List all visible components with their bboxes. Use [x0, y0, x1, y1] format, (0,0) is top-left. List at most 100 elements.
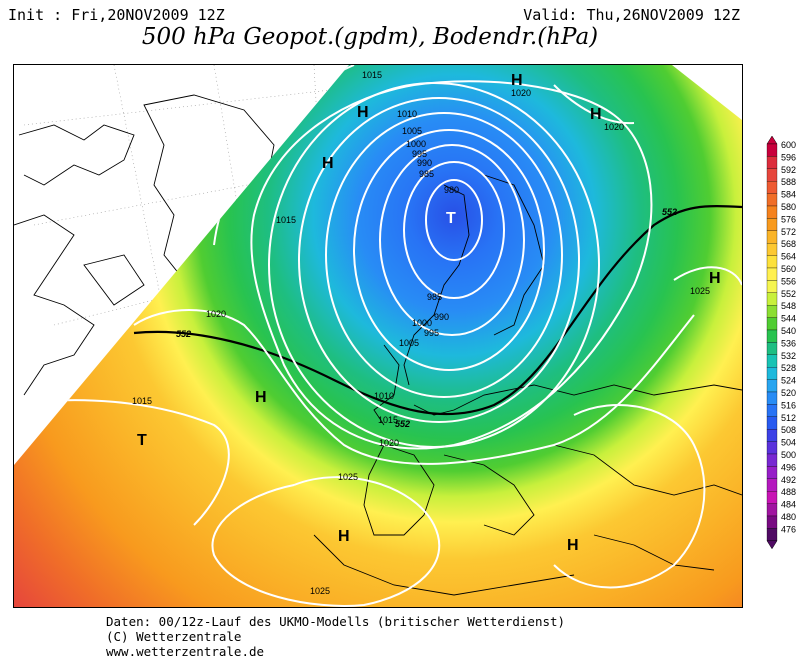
- legend-swatch: [766, 391, 778, 405]
- legend-swatch: [766, 205, 778, 219]
- high-symbol: H: [511, 72, 523, 89]
- pressure-label: 1005: [399, 338, 419, 348]
- legend-label: 524: [781, 376, 796, 386]
- pressure-label: 1000: [406, 139, 426, 149]
- pressure-labels: 1015 1020 1020 1010 1005 1000 995 990 98…: [132, 70, 710, 596]
- legend-label: 596: [781, 152, 796, 162]
- legend-label: 516: [781, 400, 796, 410]
- pressure-label: 985: [427, 292, 442, 302]
- legend-swatch: [766, 317, 778, 331]
- high-symbol: H: [357, 104, 369, 121]
- legend-label: 544: [781, 314, 796, 324]
- legend-swatch: [766, 491, 778, 504]
- legend-label: 488: [781, 487, 796, 497]
- legend-label: 564: [781, 252, 796, 262]
- pressure-label: 1020: [511, 88, 531, 98]
- legend-swatch: [766, 441, 778, 455]
- legend-swatch: [766, 255, 778, 269]
- legend-swatch: [766, 429, 778, 442]
- legend-swatch: [766, 342, 778, 355]
- pressure-label: 1000: [412, 318, 432, 328]
- init-time: Init : Fri,20NOV2009 12Z: [8, 6, 225, 24]
- legend-swatch: [766, 305, 778, 318]
- legend-label: 580: [781, 202, 796, 212]
- geopot-label: 552: [176, 329, 191, 339]
- legend-swatch: [766, 367, 778, 380]
- legend-cap-top: [766, 135, 778, 145]
- pressure-label: 1015: [378, 415, 398, 425]
- low-symbol: T: [446, 210, 456, 227]
- legend-swatch: [766, 354, 778, 368]
- legend-swatch: [766, 503, 778, 517]
- geopot-label: 552: [662, 207, 677, 217]
- pressure-label: 1020: [379, 438, 399, 448]
- footer-data-source: Daten: 00/12z-Lauf des UKMO-Modells (bri…: [106, 614, 566, 629]
- footer-url[interactable]: www.wetterzentrale.de: [106, 644, 265, 659]
- pressure-label: 995: [424, 328, 439, 338]
- valid-time: Valid: Thu,26NOV2009 12Z: [523, 6, 740, 24]
- legend-label: 532: [781, 351, 796, 361]
- legend-label: 512: [781, 413, 796, 423]
- pressure-label: 1015: [276, 215, 296, 225]
- legend-swatch: [766, 218, 778, 231]
- legend-swatch: [766, 280, 778, 293]
- geopot-labels: 552 552 552: [176, 207, 677, 429]
- legend-label: 520: [781, 388, 796, 398]
- high-symbol: H: [709, 270, 721, 287]
- legend-label: 496: [781, 462, 796, 472]
- legend-label: 560: [781, 264, 796, 274]
- legend-swatch: [766, 181, 778, 194]
- footer-credits: Daten: 00/12z-Lauf des UKMO-Modells (bri…: [106, 614, 565, 659]
- chart-title: 500 hPa Geopot.(gpdm), Bodendr.(hPa): [141, 24, 599, 50]
- legend-label: 528: [781, 363, 796, 373]
- geopot-label: 552: [395, 419, 410, 429]
- pressure-label: 1010: [397, 109, 417, 119]
- legend-label: 508: [781, 425, 796, 435]
- legend-swatch: [766, 466, 778, 479]
- legend-swatch: [766, 292, 778, 306]
- high-symbol: H: [322, 155, 334, 172]
- legend-swatch: [766, 515, 778, 529]
- legend-label: 592: [781, 165, 796, 175]
- legend-label: 600: [781, 140, 796, 150]
- legend-swatch: [766, 168, 778, 182]
- pressure-label: 1025: [338, 472, 358, 482]
- pressure-label: 1005: [402, 126, 422, 136]
- pressure-centers: H H H H H H H H T T: [137, 72, 721, 554]
- legend-swatch: [766, 416, 778, 430]
- legend-swatch: [766, 329, 778, 343]
- pressure-label: 990: [434, 312, 449, 322]
- legend-label: 500: [781, 450, 796, 460]
- legend-swatch: [766, 156, 778, 169]
- high-symbol: H: [255, 389, 267, 406]
- isohypse-552: [133, 205, 742, 416]
- legend-swatch: [766, 478, 778, 492]
- legend-swatch: [766, 528, 778, 541]
- legend-swatch: [766, 453, 778, 467]
- legend-label: 492: [781, 475, 796, 485]
- legend-label: 552: [781, 289, 796, 299]
- legend-swatch: [766, 143, 778, 157]
- pressure-label: 1025: [690, 286, 710, 296]
- pressure-label: 1020: [604, 122, 624, 132]
- color-legend: 600 596 592 588 584 580 576 572 568 564 560 556 552 5…: [766, 135, 796, 550]
- legend-label: 548: [781, 301, 796, 311]
- pressure-label: 980: [444, 185, 459, 195]
- legend-label: 572: [781, 227, 796, 237]
- legend-label: 568: [781, 239, 796, 249]
- legend-swatch: [766, 230, 778, 244]
- legend-label: 576: [781, 214, 796, 224]
- high-symbol: H: [338, 528, 350, 545]
- low-symbol: T: [137, 432, 147, 449]
- legend-label: 540: [781, 326, 796, 336]
- pressure-label: 1015: [362, 70, 382, 80]
- isobars: [14, 65, 742, 607]
- pressure-label: 1015: [132, 396, 152, 406]
- legend-label: 480: [781, 512, 796, 522]
- pressure-label: 995: [412, 149, 427, 159]
- high-symbol: H: [567, 537, 579, 554]
- legend-label: 476: [781, 524, 796, 534]
- legend-label: 588: [781, 177, 796, 187]
- legend-label: 584: [781, 190, 796, 200]
- legend-swatch: [766, 243, 778, 256]
